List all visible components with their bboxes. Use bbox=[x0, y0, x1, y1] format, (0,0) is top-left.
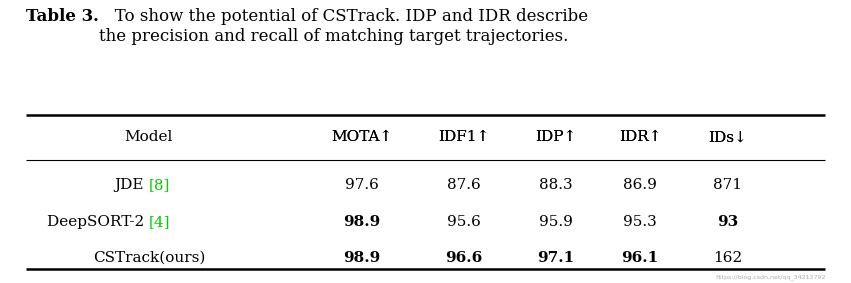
Text: 95.9: 95.9 bbox=[539, 215, 573, 229]
Text: Model: Model bbox=[125, 130, 173, 144]
Text: IDP↑: IDP↑ bbox=[535, 130, 576, 144]
Text: 86.9: 86.9 bbox=[623, 178, 657, 192]
Text: 93: 93 bbox=[717, 215, 738, 229]
Text: 97.6: 97.6 bbox=[345, 178, 379, 192]
Text: IDP↑: IDP↑ bbox=[535, 130, 576, 144]
Text: CSTrack(ours): CSTrack(ours) bbox=[93, 250, 205, 265]
Text: [4]: [4] bbox=[149, 215, 170, 229]
Text: Table 3: Table 3 bbox=[26, 8, 93, 25]
Text: MOTA↑: MOTA↑ bbox=[331, 130, 392, 144]
Text: 871: 871 bbox=[713, 178, 742, 192]
Text: 162: 162 bbox=[713, 250, 742, 265]
Text: 87.6: 87.6 bbox=[447, 178, 481, 192]
Text: 98.9: 98.9 bbox=[343, 215, 380, 229]
Text: 96.6: 96.6 bbox=[445, 250, 483, 265]
Text: 95.3: 95.3 bbox=[623, 215, 657, 229]
Text: IDF1↑: IDF1↑ bbox=[438, 130, 489, 144]
Text: 97.1: 97.1 bbox=[537, 250, 574, 265]
Text: IDR↑: IDR↑ bbox=[619, 130, 661, 144]
Text: 96.1: 96.1 bbox=[621, 250, 659, 265]
Text: IDR↑: IDR↑ bbox=[619, 130, 661, 144]
Text: JDE: JDE bbox=[115, 178, 149, 192]
Text: [8]: [8] bbox=[149, 178, 170, 192]
Text: 88.3: 88.3 bbox=[539, 178, 573, 192]
Text: .: . bbox=[93, 8, 99, 25]
Text: IDF1↑: IDF1↑ bbox=[438, 130, 489, 144]
Text: IDs↓: IDs↓ bbox=[708, 130, 747, 144]
Text: 98.9: 98.9 bbox=[343, 250, 380, 265]
Text: MOTA↑: MOTA↑ bbox=[331, 130, 392, 144]
Text: DeepSORT-2: DeepSORT-2 bbox=[47, 215, 149, 229]
Text: IDs↓: IDs↓ bbox=[708, 130, 747, 144]
Text: To show the potential of CSTrack. IDP and IDR describe
the precision and recall : To show the potential of CSTrack. IDP an… bbox=[99, 8, 588, 45]
Text: 95.6: 95.6 bbox=[447, 215, 481, 229]
Text: https://blog.csdn.net/qq_34213792: https://blog.csdn.net/qq_34213792 bbox=[715, 275, 825, 280]
